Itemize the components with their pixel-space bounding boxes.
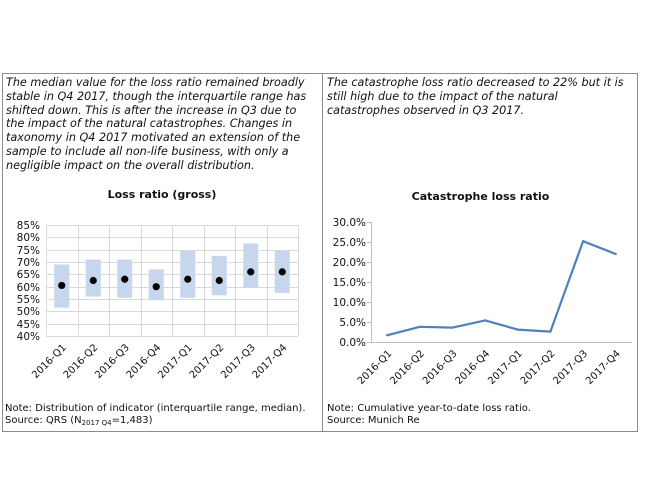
y-tick-label: 55% xyxy=(17,294,40,306)
median-dot xyxy=(121,275,129,283)
y-tick-label: 45% xyxy=(17,319,40,331)
x-tick-label: 2016-Q2 xyxy=(388,348,427,387)
median-dot xyxy=(278,268,286,276)
commentary-line: taxonomy in Q4 2017 motivated an extensi… xyxy=(6,131,301,145)
y-tick-label: 75% xyxy=(17,245,40,257)
y-tick-label: 85% xyxy=(17,220,40,232)
median-dot xyxy=(89,276,97,285)
source-prefix: Source: QRS (N xyxy=(5,415,82,426)
commentary-line: sample to include all non-life business,… xyxy=(6,144,289,158)
source-suffix: =1,483) xyxy=(111,415,153,426)
loss-ratio-notes: Note: Distribution of indicator (interqu… xyxy=(5,403,306,427)
y-tick-label: 80% xyxy=(17,232,40,244)
y-tick-label: 30.0% xyxy=(333,217,366,229)
x-tick-label: 2017-Q1 xyxy=(486,348,525,387)
y-tick-label: 5.0% xyxy=(339,317,366,329)
y-tick-label: 65% xyxy=(17,269,40,281)
y-tick-label: 10.0% xyxy=(333,297,366,309)
iqr-bar xyxy=(211,255,227,296)
commentary-line: the impact of the natural catastrophes. … xyxy=(6,117,293,131)
y-tick-label: 40% xyxy=(17,331,40,343)
panel-divider xyxy=(322,73,323,432)
note-text: Note: Cumulative year-to-date loss ratio… xyxy=(327,403,531,414)
iqr-bar xyxy=(243,243,259,288)
median-dot xyxy=(215,276,223,285)
y-tick-label: 50% xyxy=(17,306,40,318)
line-point xyxy=(386,334,389,337)
x-tick-label: 2017-Q4 xyxy=(584,348,623,387)
x-tick-label: 2017-Q3 xyxy=(552,348,591,387)
source-text: Source: QRS (N2017 Q4=1,483) xyxy=(5,415,306,427)
line-point xyxy=(614,252,617,256)
loss-ratio-commentary: The median value for the loss ratio rema… xyxy=(6,76,306,173)
line-point xyxy=(581,240,585,243)
median-dot xyxy=(184,275,192,283)
figure-frame xyxy=(2,73,638,432)
x-tick-label: 2017-Q2 xyxy=(519,348,558,387)
iqr-bar xyxy=(180,250,196,298)
line-point xyxy=(484,319,487,322)
y-tick-label: 70% xyxy=(17,257,40,269)
commentary-line: The median value for the loss ratio rema… xyxy=(6,76,305,89)
catastrophe-commentary: The catastrophe loss ratio decreased to … xyxy=(327,76,624,117)
commentary-line: still high due to the impact of the natu… xyxy=(327,89,558,103)
x-tick-label: 2016-Q3 xyxy=(421,348,460,387)
y-tick-label: 60% xyxy=(17,282,40,294)
note-text: Note: Distribution of indicator (interqu… xyxy=(5,403,306,414)
catastrophe-notes: Note: Cumulative year-to-date loss ratio… xyxy=(327,403,531,427)
median-dot xyxy=(58,281,66,290)
commentary-line: negligible impact on the overall distrib… xyxy=(6,158,255,172)
y-tick-label: 25.0% xyxy=(333,237,366,249)
y-tick-label: 15.0% xyxy=(333,277,366,289)
catastrophe-loss-ratio-line xyxy=(386,240,617,337)
loss-ratio-chart: 85%80%75%70%65%60%55%50%45%40%2016-Q1201… xyxy=(17,220,299,381)
catastrophe-loss-ratio-chart: 30.0% 25.0% 20.0% 15.0% 10.0% 5.0% 0.0%2016-Q1… xyxy=(333,217,632,387)
source-subscript: 2017 Q4 xyxy=(81,419,112,427)
median-dot xyxy=(247,268,255,276)
line-point xyxy=(516,328,519,331)
x-tick-label: 2017-Q4 xyxy=(251,342,290,381)
line-point xyxy=(418,325,422,328)
median-dot xyxy=(152,283,160,291)
loss-ratio-chart-title: Loss ratio (gross) xyxy=(107,188,217,201)
line-point xyxy=(549,330,552,333)
source-text: Source: Munich Re xyxy=(327,415,420,426)
y-tick-label: 0.0% xyxy=(339,337,366,349)
commentary-line: catastrophes observed in Q3 2017. xyxy=(327,103,525,117)
commentary-line: The catastrophe loss ratio decreased to … xyxy=(327,76,624,89)
catastrophe-chart-title: Catastrophe loss ratio xyxy=(411,190,550,203)
commentary-line: shifted down. This is after the increase… xyxy=(6,103,297,117)
x-tick-label: 2016-Q1 xyxy=(356,348,395,387)
y-tick-label: 20.0% xyxy=(333,257,366,269)
line-point xyxy=(451,326,454,329)
x-tick-label: 2016-Q4 xyxy=(454,348,493,387)
commentary-line: stable in Q4 2017, though the interquart… xyxy=(6,89,307,103)
